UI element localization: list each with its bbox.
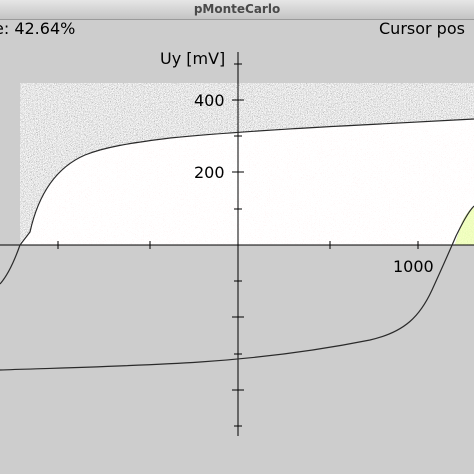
x-tick-label-1000: 1000 — [393, 257, 434, 276]
red-sample-region — [20, 119, 474, 245]
window-title: pMonteCarlo — [193, 2, 281, 16]
cursor-position-label: Cursor pos — [379, 19, 465, 38]
status-percentage: e: 42.64% — [0, 19, 76, 38]
window-titlebar: pMonteCarlo — [0, 0, 474, 20]
x-axis: 1000 — [0, 241, 474, 276]
y-axis: Uy [mV] 400 200 — [160, 49, 244, 436]
green-sample-region — [455, 206, 474, 245]
y-axis-label: Uy [mV] — [160, 49, 225, 68]
y-tick-label-200: 200 — [194, 163, 225, 182]
lower-boundary-curve — [0, 205, 474, 371]
upper-boundary-curve — [0, 118, 474, 285]
y-tick-label-400: 400 — [194, 91, 225, 110]
